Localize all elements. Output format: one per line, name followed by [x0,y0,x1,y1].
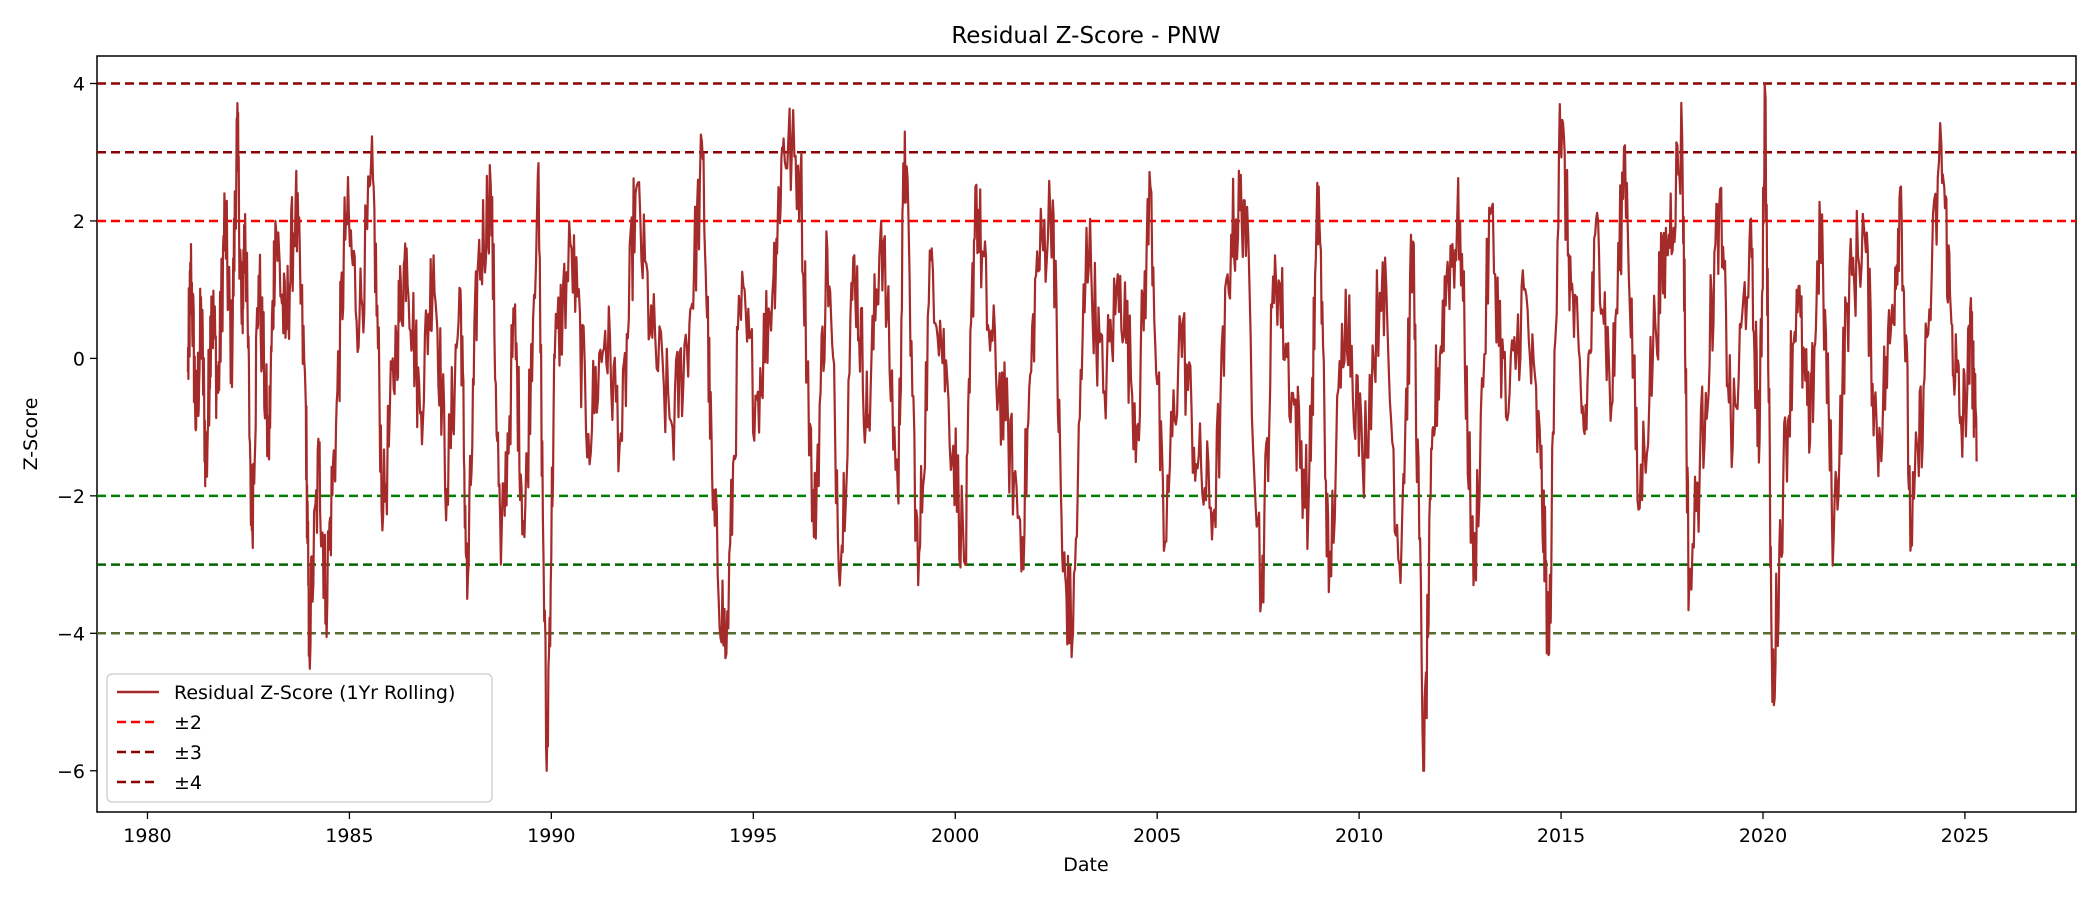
x-axis: 1980 1985 1990 1995 2000 2005 2010 2015 2020 2025 [123,812,1989,847]
x-axis-title: Date [1063,854,1108,876]
x-tick-label: 1995 [729,825,777,847]
series-line [186,82,1978,772]
y-tick-label: 0 [73,348,85,370]
y-tick-label: −4 [57,623,85,645]
x-tick-label: 2015 [1537,825,1585,847]
x-tick-label: 2025 [1941,825,1989,847]
legend-box [106,673,493,803]
chart-title: Residual Z-Score - PNW [951,23,1220,49]
threshold-lines [97,82,2076,635]
legend-label-pm4: ±4 [174,772,202,794]
legend-label-pm3: ±3 [174,742,202,764]
y-tick-label: 2 [73,211,85,233]
legend-label-series: Residual Z-Score (1Yr Rolling) [174,682,455,704]
y-tick-label: −6 [57,761,85,783]
x-tick-label: 2010 [1335,825,1383,847]
x-tick-label: 1985 [325,825,373,847]
plot-frame [96,55,2077,813]
y-tick-label: 4 [73,73,85,95]
y-axis-title: Z-Score [20,398,42,471]
x-tick-label: 2000 [931,825,979,847]
x-tick-label: 2020 [1739,825,1787,847]
x-tick-label: 2005 [1133,825,1181,847]
x-tick-label: 1980 [123,825,171,847]
legend: Residual Z-Score (1Yr Rolling) ±2 ±3 ±4 [106,673,493,803]
x-tick-label: 1990 [527,825,575,847]
legend-label-pm2: ±2 [174,712,202,734]
y-axis: 4 2 0 −2 −4 −6 [57,73,97,783]
series-layer [186,82,1978,772]
y-tick-label: −2 [57,486,85,508]
